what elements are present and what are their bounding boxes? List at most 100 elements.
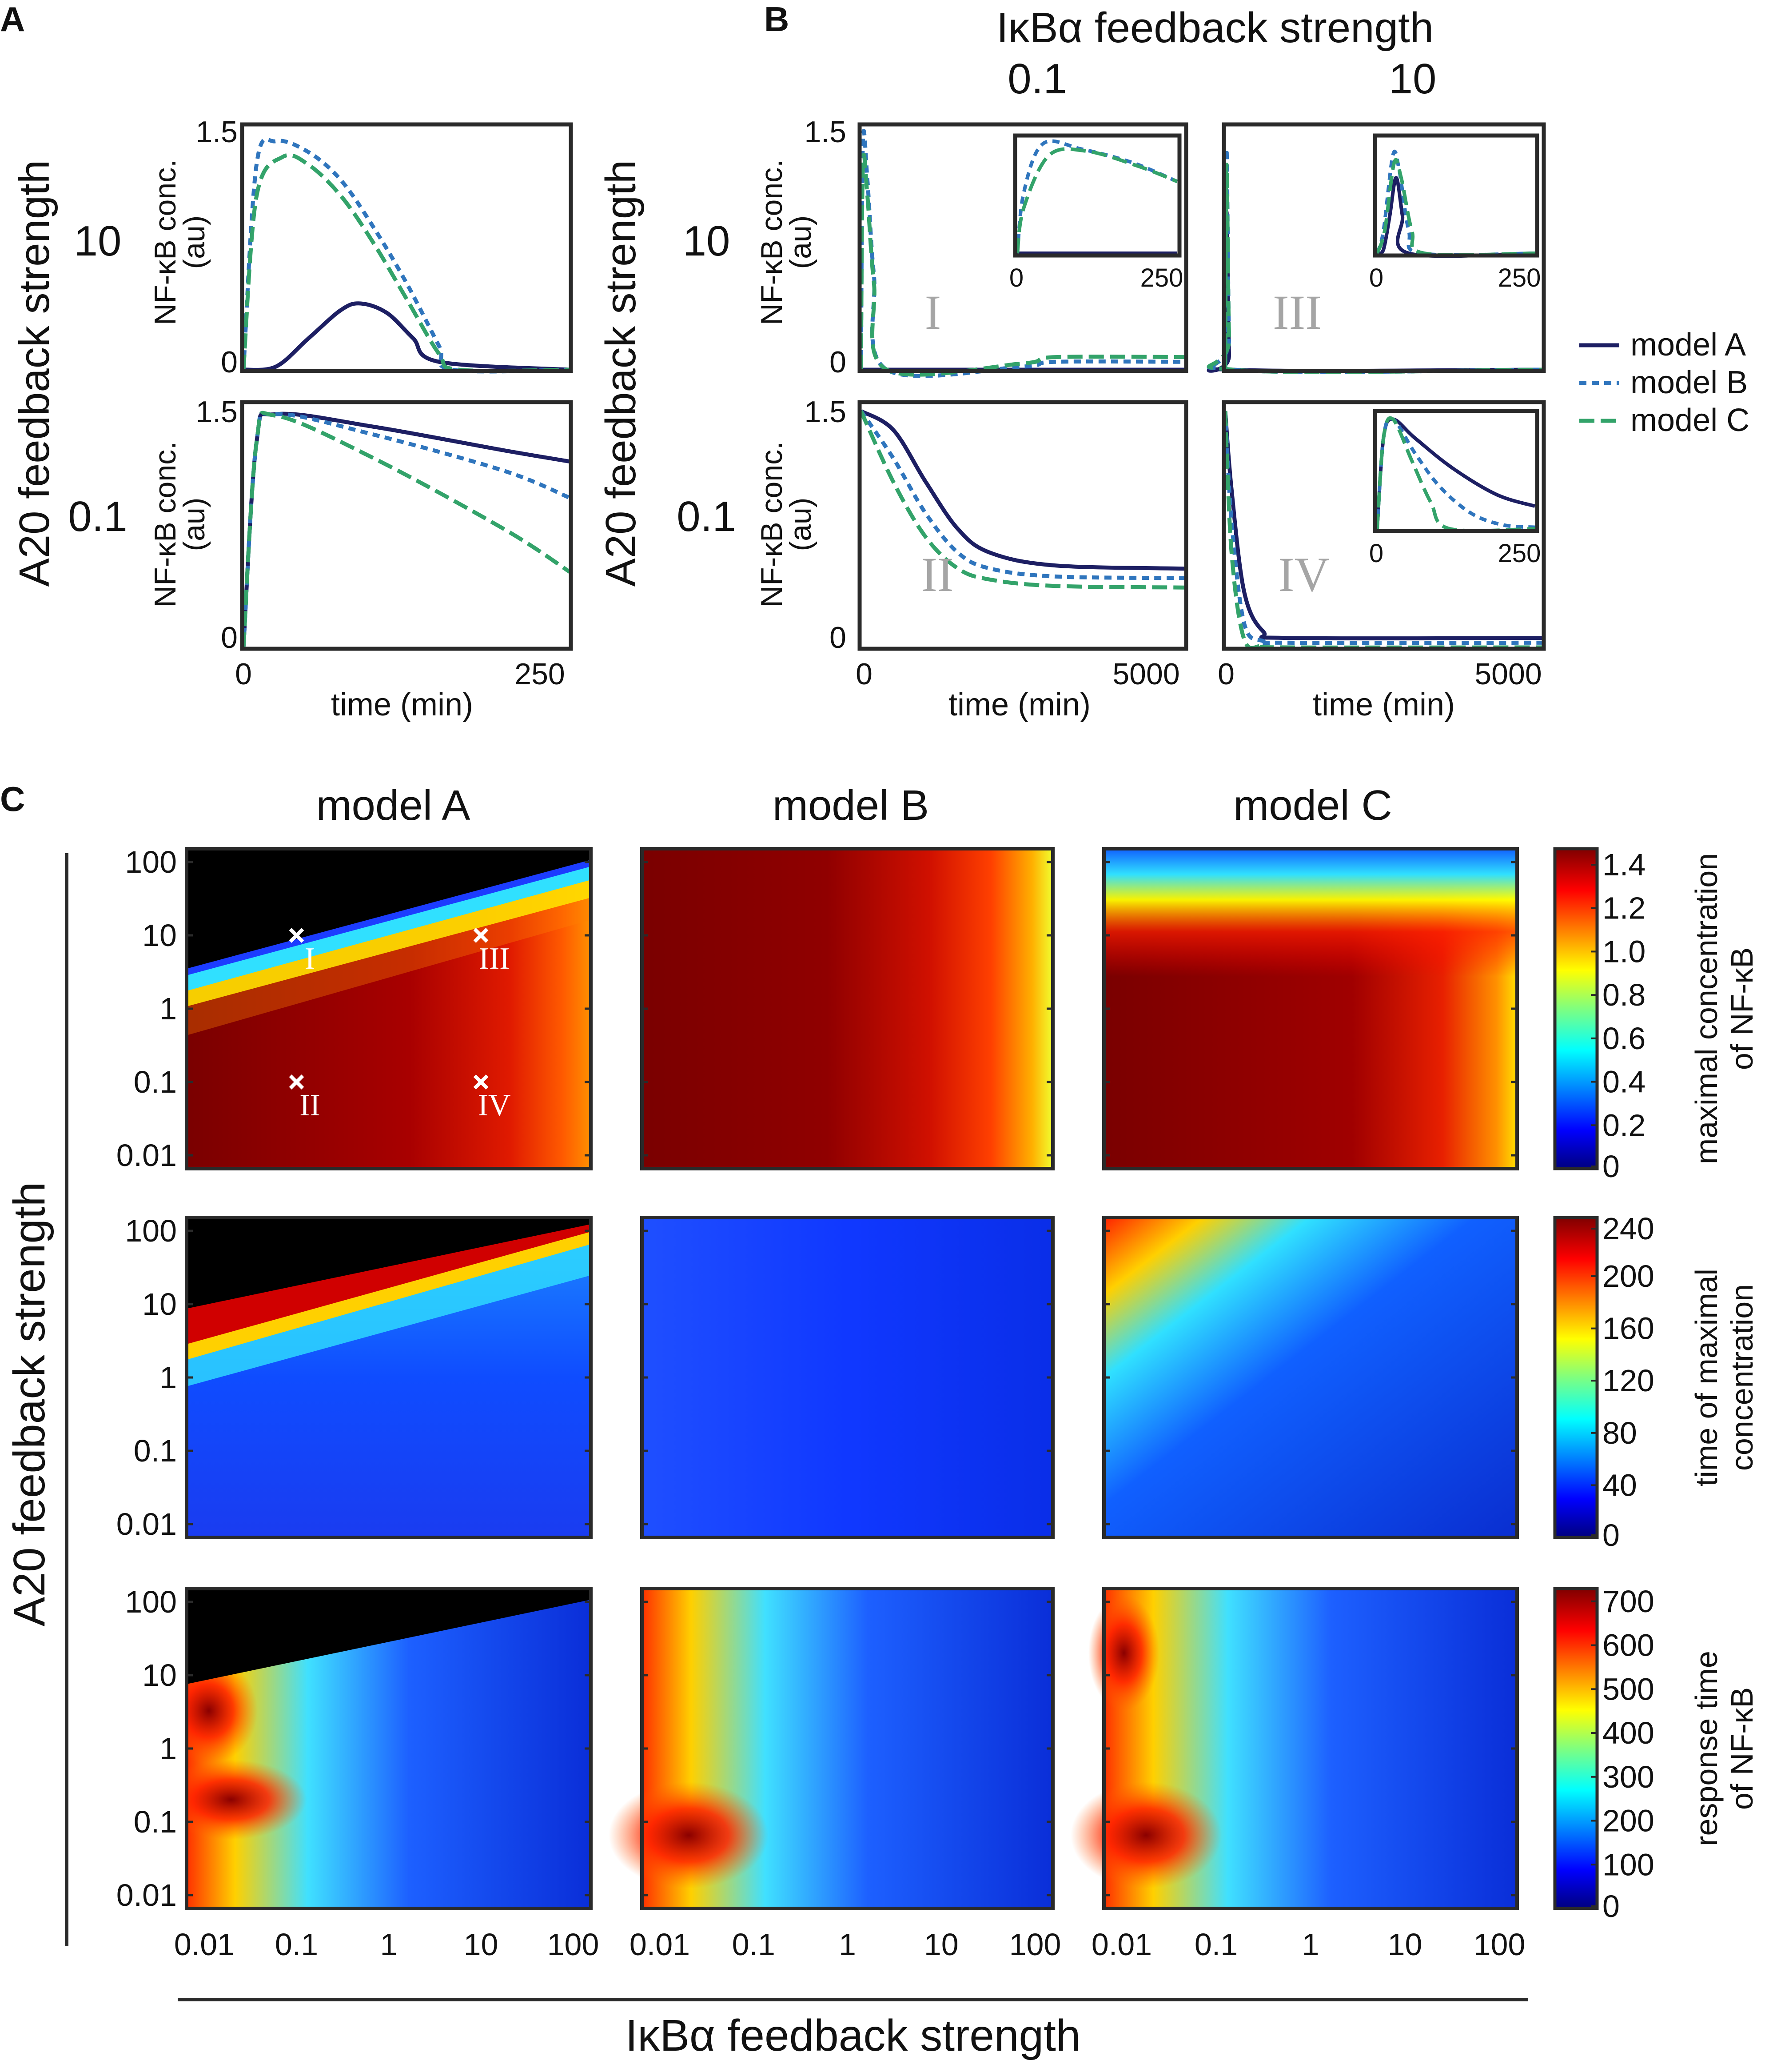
heatmap-ytick-row1-4: 0.01 bbox=[116, 1138, 177, 1173]
series-b-iv-model-b bbox=[1223, 411, 1543, 645]
inset-b-i-frame bbox=[1013, 133, 1182, 258]
roman-label-iii: III bbox=[1273, 285, 1322, 339]
heatmap-r3-model-b bbox=[609, 1587, 1055, 1910]
colorbar-2: 240 200 160 120 80 40 0 time of maximal concentr… bbox=[1553, 1211, 1759, 1553]
colorbar-3-tick-3: 400 bbox=[1602, 1716, 1654, 1750]
panel-a-xtick-zero: 0 bbox=[235, 657, 252, 691]
heatmap-xtick-col1-4: 100 bbox=[547, 1927, 599, 1962]
heatmap-marker-label-ii: II bbox=[299, 1088, 320, 1122]
colorbar-2-tick-0: 240 bbox=[1602, 1211, 1654, 1246]
colorbar-1-tick-4: 0.6 bbox=[1602, 1021, 1646, 1056]
heatmap-r3-model-c bbox=[1071, 1587, 1519, 1910]
heatmap-r3-model-a bbox=[185, 1587, 593, 1910]
panel-label-c: C bbox=[0, 779, 25, 818]
heatmap-ytick-row1-2: 1 bbox=[159, 991, 177, 1026]
panel-a-bottom-frame bbox=[240, 400, 573, 651]
colorbar-3: 700 600 500 400 300 200 100 0 response time of NF… bbox=[1553, 1584, 1759, 1924]
panel-b-col-value-left: 0.1 bbox=[1008, 55, 1067, 103]
colorbar-2-tick-1: 200 bbox=[1602, 1259, 1654, 1294]
legend: model A model B model C bbox=[1579, 327, 1749, 438]
series-a-top-model-c bbox=[241, 153, 570, 373]
panel-a-bottom-ytick-zero: 0 bbox=[221, 621, 238, 655]
colorbar-1-tick-7: 0 bbox=[1602, 1149, 1620, 1184]
panel-a-top-ylabel-1: NF-κB conc. bbox=[148, 159, 182, 325]
panel-a-bottom-axes: NF-κB conc. (au) 1.5 0 0 250 time (min) bbox=[148, 395, 573, 723]
heatmap-ytick-row3-4: 0.01 bbox=[116, 1878, 177, 1912]
plot-a-top bbox=[241, 137, 570, 374]
inset-b-iii bbox=[1375, 149, 1535, 258]
colorbar-2-tick-2: 160 bbox=[1602, 1311, 1654, 1346]
heatmap-ytick-row2-2: 1 bbox=[159, 1360, 177, 1395]
plot-a-bottom bbox=[241, 411, 571, 648]
series-b-ii-model-b bbox=[859, 410, 1185, 580]
panel-c-xlabel: IκBα feedback strength bbox=[625, 2011, 1080, 2060]
panel-c-title-model-b: model B bbox=[773, 782, 929, 829]
heatmap-ytick-row3-1: 10 bbox=[142, 1658, 177, 1693]
heatmap-xtick-col2-3: 10 bbox=[924, 1927, 959, 1962]
colorbar-1-tick-1: 1.2 bbox=[1602, 891, 1646, 926]
legend-label-model-a: model A bbox=[1630, 327, 1746, 363]
panel-b-title: IκBα feedback strength bbox=[996, 4, 1434, 52]
colorbar-3-tick-5: 200 bbox=[1602, 1804, 1654, 1838]
heatmap-marker-label-i: I bbox=[305, 942, 315, 976]
panel-b-iv-axes: IV 0 250 0 5000 time (min) bbox=[1218, 400, 1546, 723]
heatmap-r1-model-c bbox=[1102, 847, 1519, 1170]
panel-b-ii-frame bbox=[857, 400, 1188, 651]
heatmap-xticks: 0.01 0.1 1 10 100 0.01 0.1 1 10 100 0.01 0.1 1 10 100 bbox=[174, 1927, 1526, 1962]
inset-b-iii-xtick-max: 250 bbox=[1498, 263, 1541, 292]
inset-b-iii-xtick-zero: 0 bbox=[1369, 263, 1383, 292]
panel-a-bottom-ylabel-2: (au) bbox=[177, 498, 211, 551]
colorbar-3-tick-4: 300 bbox=[1602, 1760, 1654, 1794]
heatmap-xtick-col3-3: 10 bbox=[1388, 1927, 1422, 1962]
panel-b-row-value-top: 10 bbox=[683, 217, 730, 265]
heatmap-r2-model-c bbox=[1102, 1216, 1519, 1539]
panel-a-top-ytick-zero: 0 bbox=[221, 345, 238, 379]
panel-a-xtick-max: 250 bbox=[514, 657, 565, 691]
heatmap-xtick-col3-4: 100 bbox=[1474, 1927, 1526, 1962]
series-b-i-model-c bbox=[859, 152, 1185, 377]
panel-label-a: A bbox=[0, 0, 25, 39]
panel-a-row-value-top: 10 bbox=[74, 217, 122, 265]
panel-b-bottom-ylabel-2: (au) bbox=[784, 498, 817, 551]
roman-label-i: I bbox=[925, 285, 941, 339]
panel-b-top-ylabel-2: (au) bbox=[784, 216, 817, 269]
heatmap-r2-model-a bbox=[185, 1216, 593, 1539]
heatmap-xtick-col1-1: 0.1 bbox=[275, 1927, 318, 1962]
colorbar-2-tick-4: 80 bbox=[1602, 1416, 1637, 1450]
heatmap-r2-model-b bbox=[640, 1216, 1055, 1539]
heatmap-r1-model-a bbox=[185, 847, 593, 1170]
heatmap-xtick-col3-0: 0.01 bbox=[1092, 1927, 1152, 1962]
inset-b-i bbox=[1016, 139, 1178, 256]
panel-a-ylabel-outer: A20 feedback strength bbox=[11, 160, 58, 587]
heatmap-marker-label-iii: III bbox=[479, 942, 510, 976]
panel-b-top-ytick-zero: 0 bbox=[829, 345, 846, 379]
colorbar-3-tick-0: 700 bbox=[1602, 1584, 1654, 1619]
heatmap-xtick-col2-4: 100 bbox=[1009, 1927, 1061, 1962]
series-a-top-model-a bbox=[243, 301, 570, 372]
panel-b-iv-xtick-max: 5000 bbox=[1474, 657, 1542, 691]
colorbar-3-label-0: response time bbox=[1689, 1651, 1724, 1846]
panel-b-top-ylabel-1: NF-κB conc. bbox=[755, 159, 789, 325]
inset-b-i-xtick-zero: 0 bbox=[1009, 263, 1024, 292]
heatmap-marker-ii: II bbox=[289, 1074, 320, 1122]
colorbar-3-tick-7: 0 bbox=[1602, 1889, 1620, 1924]
heatmap-xtick-col3-1: 0.1 bbox=[1195, 1927, 1238, 1962]
colorbar-1-label-0: maximal concentration bbox=[1689, 853, 1724, 1164]
panel-c-title-model-c: model C bbox=[1233, 782, 1392, 829]
series-b-iii-model-c bbox=[1207, 163, 1543, 374]
heatmap-yticks: 100 10 1 0.1 0.01 100 10 1 0.1 0.01 100 10 1 0.1 0.01 bbox=[116, 845, 1517, 1912]
heatmap-xtick-col2-0: 0.01 bbox=[630, 1927, 690, 1962]
heatmap-marker-label-iv: IV bbox=[478, 1088, 511, 1122]
panel-b-ii-xtick-max: 5000 bbox=[1112, 657, 1179, 691]
panel-b-iv-frame bbox=[1222, 400, 1546, 651]
roman-label-ii: II bbox=[921, 547, 953, 602]
heatmap-ytick-row3-0: 100 bbox=[125, 1585, 177, 1619]
panel-b-row-value-bottom: 0.1 bbox=[677, 493, 736, 540]
colorbar-1: 1.4 1.2 1.0 0.8 0.6 0.4 0.2 0 maximal concentrat… bbox=[1553, 847, 1759, 1184]
inset-b-iv-xtick-max: 250 bbox=[1498, 539, 1541, 568]
panel-a-row-value-bottom: 0.1 bbox=[68, 493, 127, 540]
colorbars: 1.4 1.2 1.0 0.8 0.6 0.4 0.2 0 maximal concentrat… bbox=[1553, 847, 1759, 1924]
roman-label-iv: IV bbox=[1278, 547, 1330, 602]
heatmap-ytick-row2-4: 0.01 bbox=[116, 1507, 177, 1541]
